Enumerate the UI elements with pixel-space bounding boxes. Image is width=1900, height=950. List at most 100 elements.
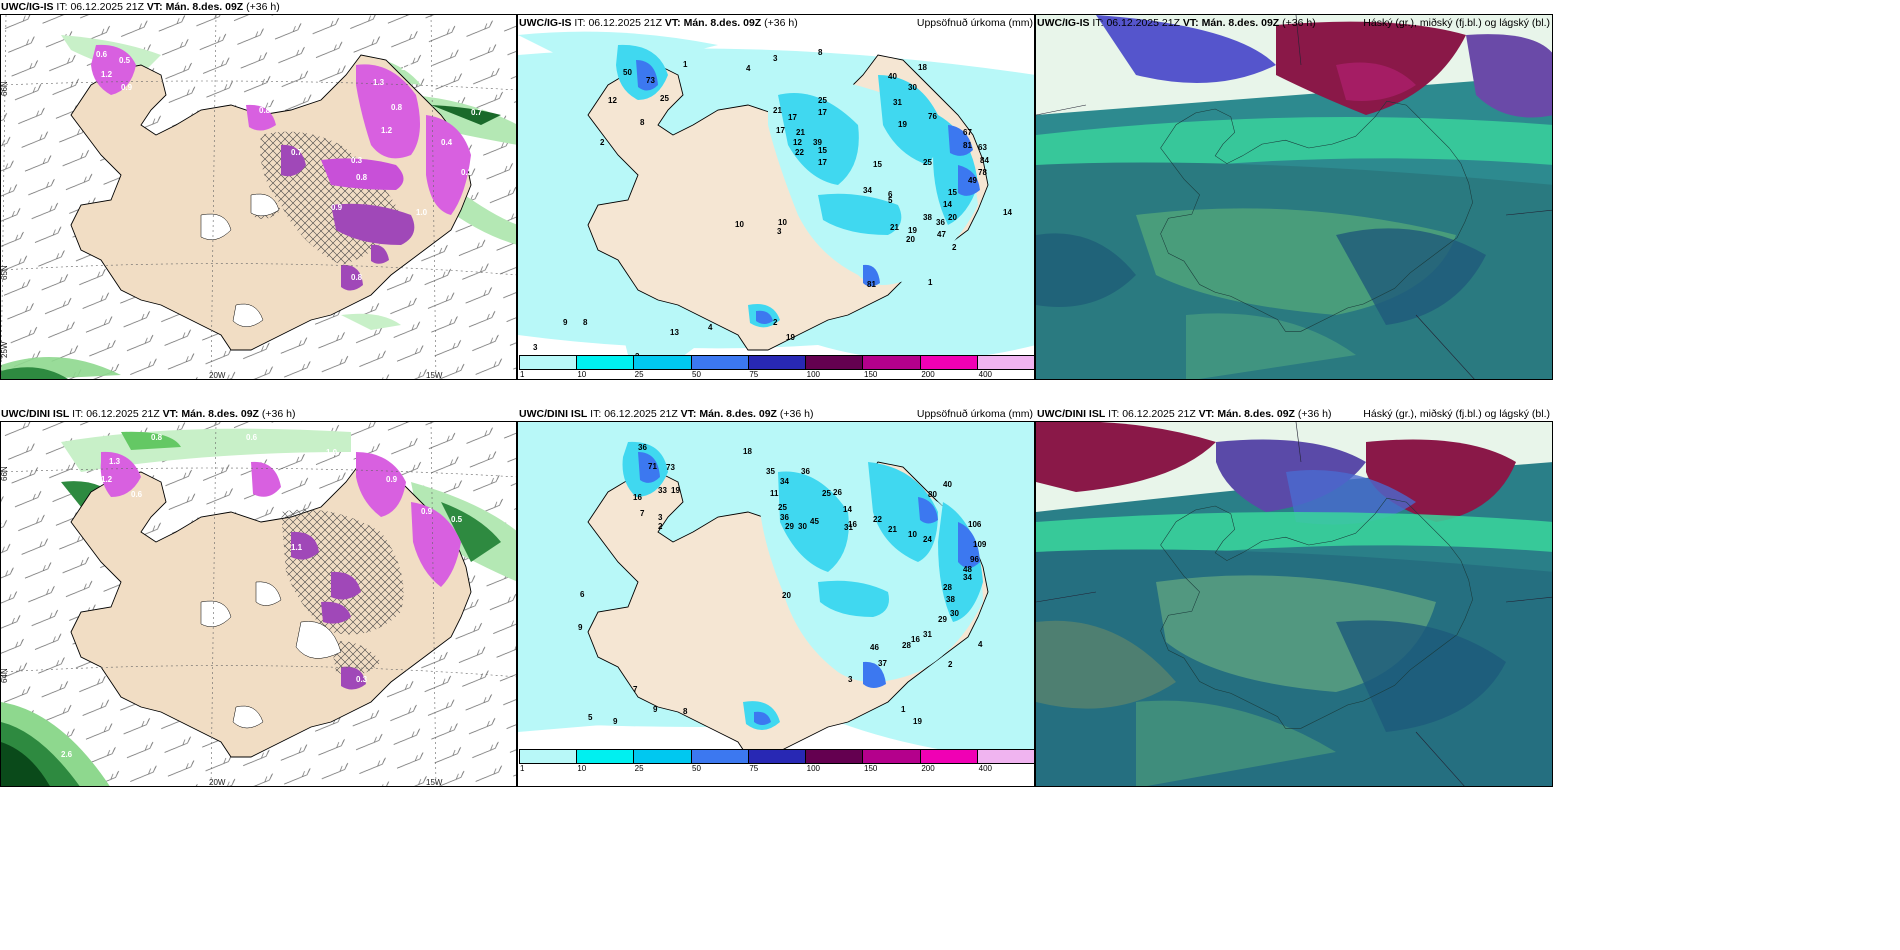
map-value-label: 0.8 xyxy=(151,433,163,442)
map-value-label: 1 xyxy=(683,60,688,69)
dini-precip-panel: 36 71 73 16 33 19 7 3 2 6 9 18 35 36 34 25 11 36 29 30 25 26 1… xyxy=(517,421,1035,787)
map-value-label: 26 xyxy=(833,488,842,497)
map-value-label: 1.0 xyxy=(416,208,428,217)
colorbar-swatch xyxy=(691,750,749,763)
map-value-label: 10 xyxy=(735,220,744,229)
map-value-label: 0.8 xyxy=(259,106,271,115)
colorbar-tick-label: 25 xyxy=(634,370,644,379)
map-value-label: 39 xyxy=(813,138,822,147)
map-value-label: 16 xyxy=(911,635,920,644)
map-value-label: 8 xyxy=(640,118,645,127)
map-value-label: 12 xyxy=(793,138,802,147)
colorbar-tick-label: 200 xyxy=(921,370,935,379)
lat-label-64: 64N xyxy=(1,668,9,683)
colorbar-tick-label: 100 xyxy=(806,370,821,379)
map-value-label: 34 xyxy=(963,573,972,582)
map-value-label: 1.3 xyxy=(109,457,121,466)
igis-wind-map: 0.6 0.5 1.2 0.9 0.8 0.7 0.3 1.3 0.8 1.3 1.2 0.8 0.9 1… xyxy=(1,15,516,379)
colorbar-swatch xyxy=(977,356,1034,369)
lat-label-66: 66N xyxy=(1,466,9,481)
map-value-label: 25 xyxy=(660,94,669,103)
map-value-label: 1.0 xyxy=(326,448,338,457)
map-value-label: 34 xyxy=(863,186,872,195)
map-value-label: 0.5 xyxy=(119,56,131,65)
map-value-label: 31 xyxy=(844,523,853,532)
colorbar-swatch xyxy=(748,356,807,369)
map-value-label: 14 xyxy=(943,200,952,209)
map-value-label: 9 xyxy=(653,705,658,714)
magenta-precip-areas xyxy=(100,451,461,690)
map-value-label: 8 xyxy=(583,318,588,327)
map-value-label: 34 xyxy=(780,477,789,486)
map-value-label: 1.3 xyxy=(373,78,385,87)
map-value-label: 31 xyxy=(893,98,902,107)
colorbar-swatch xyxy=(634,750,692,763)
colorbar-tick-label: 150 xyxy=(864,370,878,379)
map-value-label: 36 xyxy=(936,218,945,227)
map-value-label: 3 xyxy=(777,227,782,236)
map-value-label: 40 xyxy=(943,480,952,489)
colorbar-swatch xyxy=(691,356,749,369)
map-value-label: 14 xyxy=(843,505,852,514)
map-value-label: 16 xyxy=(633,493,642,502)
map-value-label: 38 xyxy=(946,595,955,604)
map-value-label: 19 xyxy=(671,486,680,495)
lon-label-15: 15W xyxy=(426,778,443,787)
dini-precip-title: Uppsöfnuð úrkoma (mm) xyxy=(916,408,1033,420)
colorbar-tick-label: 75 xyxy=(749,764,759,773)
map-value-label: 3 xyxy=(848,675,853,684)
map-value-label: 67 xyxy=(963,128,972,137)
map-value-label: 19 xyxy=(898,120,907,129)
map-value-label: 7 xyxy=(640,509,645,518)
igis-wind-header: UWC/IG-IS IT: 06.12.2025 21Z VT: Mán. 8.… xyxy=(1,1,280,13)
map-value-label: 30 xyxy=(950,609,959,618)
precip-shading xyxy=(622,441,983,731)
colorbar-swatch xyxy=(806,750,864,763)
map-value-label: 30 xyxy=(798,522,807,531)
colorbar-tick-label: 10 xyxy=(577,764,587,773)
colorbar-tick-label: 100 xyxy=(806,764,821,773)
map-value-label: 14 xyxy=(1003,208,1012,217)
map-value-label: 40 xyxy=(888,72,897,81)
model-name: UWC/IG-IS xyxy=(1,1,54,13)
precip-colorbar-bottom xyxy=(519,749,1034,764)
map-value-label: 15 xyxy=(818,146,827,155)
map-value-label: 17 xyxy=(788,113,797,122)
map-value-label: 7 xyxy=(633,685,638,694)
map-value-label: 2 xyxy=(773,318,778,327)
colorbar-swatch xyxy=(863,750,921,763)
map-value-label: 20 xyxy=(782,591,791,600)
map-value-label: 63 xyxy=(978,143,987,152)
map-value-label: 25 xyxy=(778,503,787,512)
colorbar-tick-label: 50 xyxy=(692,370,701,379)
igis-precip-header: UWC/IG-IS IT: 06.12.2025 21Z VT: Mán. 8.… xyxy=(519,17,798,29)
map-value-label: 0.9 xyxy=(386,475,398,484)
map-value-label: 35 xyxy=(766,467,775,476)
map-value-label: 17 xyxy=(818,158,827,167)
map-value-label: 2.6 xyxy=(61,750,73,759)
map-value-label: 9 xyxy=(563,318,568,327)
colorbar-swatch xyxy=(863,356,921,369)
wind-values: 0.6 0.5 1.2 0.9 0.8 0.7 0.3 1.3 0.8 1.3 1.2 0.8 0.9 1… xyxy=(96,50,483,282)
colorbar-swatch xyxy=(920,356,978,369)
colorbar-tick-label: 1 xyxy=(520,764,525,773)
map-value-label: 25 xyxy=(818,96,827,105)
map-value-label: 29 xyxy=(938,615,947,624)
map-value-label: 1.2 xyxy=(101,70,113,79)
igis-cloud-header: UWC/IG-IS IT: 06.12.2025 21Z VT: Mán. 8.… xyxy=(1037,17,1316,29)
map-value-label: 81 xyxy=(963,141,972,150)
map-value-label: 0.7 xyxy=(471,108,483,117)
map-value-label: 109 xyxy=(973,540,987,549)
map-value-label: 0.6 xyxy=(96,50,108,59)
map-value-label: 2 xyxy=(948,660,953,669)
map-value-label: 21 xyxy=(773,106,782,115)
colorbar-swatch xyxy=(748,750,807,763)
white-lakes xyxy=(200,193,280,327)
igis-precip-title: Uppsöfnuð úrkoma (mm) xyxy=(916,17,1033,29)
map-value-label: 3 xyxy=(658,513,663,522)
wind-values: 0.6 0.8 1.0 1.3 1.0 0.9 1.2 0.6 0.5 0.9 1.1 0.3 2.6 xyxy=(61,433,463,759)
map-value-label: 0.9 xyxy=(331,203,343,212)
